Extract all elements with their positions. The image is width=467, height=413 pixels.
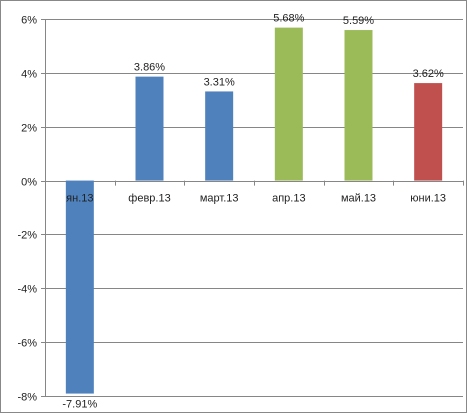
y-tick-label: -8% (17, 392, 37, 404)
bar-2 (205, 91, 234, 181)
x-category-label: март.13 (200, 193, 239, 205)
x-category-label: апр.13 (272, 193, 305, 205)
x-category-label: февр.13 (128, 193, 170, 205)
data-label: -7.91% (62, 399, 97, 411)
gridlines (45, 19, 463, 397)
y-tick-label: 2% (21, 123, 37, 135)
labels: 6% 4% 2% 0% -2% -4% -6% -8% ян.13 -7.91% февр.13 3.… (17, 13, 446, 411)
y-tick-label: 4% (21, 69, 37, 81)
x-category-label: юни.13 (410, 193, 446, 205)
y-tick-label: 6% (21, 15, 37, 27)
x-category-label: май.13 (341, 193, 376, 205)
y-tick-label: -4% (17, 284, 37, 296)
data-label: 3.62% (413, 68, 444, 80)
data-label: 3.86% (134, 62, 165, 74)
y-tick-label: -6% (17, 338, 37, 350)
y-tick-label: 0% (21, 177, 37, 189)
bar-5 (414, 83, 443, 181)
axes (41, 19, 464, 397)
bars (65, 27, 443, 394)
y-tick-label: -2% (17, 230, 37, 242)
data-label: 5.68% (273, 13, 304, 25)
bar-1 (135, 76, 164, 181)
data-label: 5.59% (343, 15, 374, 27)
bar-4 (344, 30, 373, 181)
data-label: 3.31% (204, 76, 235, 88)
bar-3 (274, 27, 303, 181)
x-category-label: ян.13 (66, 193, 93, 205)
bar-0 (65, 180, 94, 394)
